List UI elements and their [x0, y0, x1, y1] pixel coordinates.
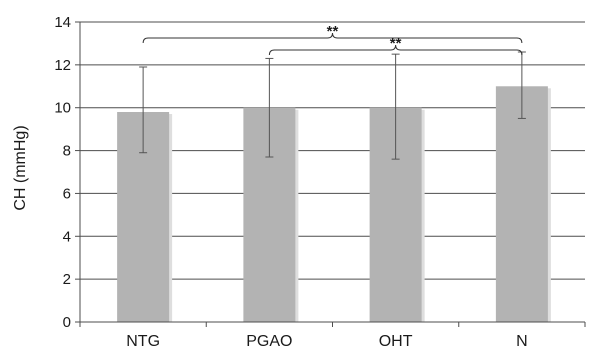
- x-tick-label-NTG: NTG: [126, 333, 160, 350]
- x-tick-label-N: N: [516, 333, 528, 350]
- significance-brackets: ** **: [142, 23, 523, 56]
- bars: [117, 86, 551, 323]
- y-tick-label-2: 2: [63, 271, 71, 288]
- y-tick-label-0: 0: [63, 314, 71, 331]
- y-tick-label-12: 12: [54, 57, 71, 74]
- y-tick-label-6: 6: [63, 185, 71, 202]
- significance-bracket-PGAO-N: [268, 44, 523, 56]
- y-tick-label-10: 10: [54, 100, 71, 117]
- y-tick-label-14: 14: [54, 14, 71, 31]
- error-bars: [139, 51, 526, 160]
- y-tick-label-8: 8: [63, 143, 71, 160]
- significance-bracket-NTG-N: [142, 32, 523, 44]
- axes: 0 2 4 6 8 10 12 14 NTG PGAO OHT N: [54, 14, 586, 350]
- significance-label-NTG-N: **: [327, 23, 339, 40]
- x-tick-label-PGAO: PGAO: [246, 333, 292, 350]
- x-tick-label-OHT: OHT: [379, 333, 413, 350]
- y-tick-label-4: 4: [63, 228, 71, 245]
- significance-label-PGAO-N: **: [390, 35, 402, 52]
- bar-N: [495, 86, 548, 323]
- y-axis-title: CH (mmHg): [12, 125, 29, 210]
